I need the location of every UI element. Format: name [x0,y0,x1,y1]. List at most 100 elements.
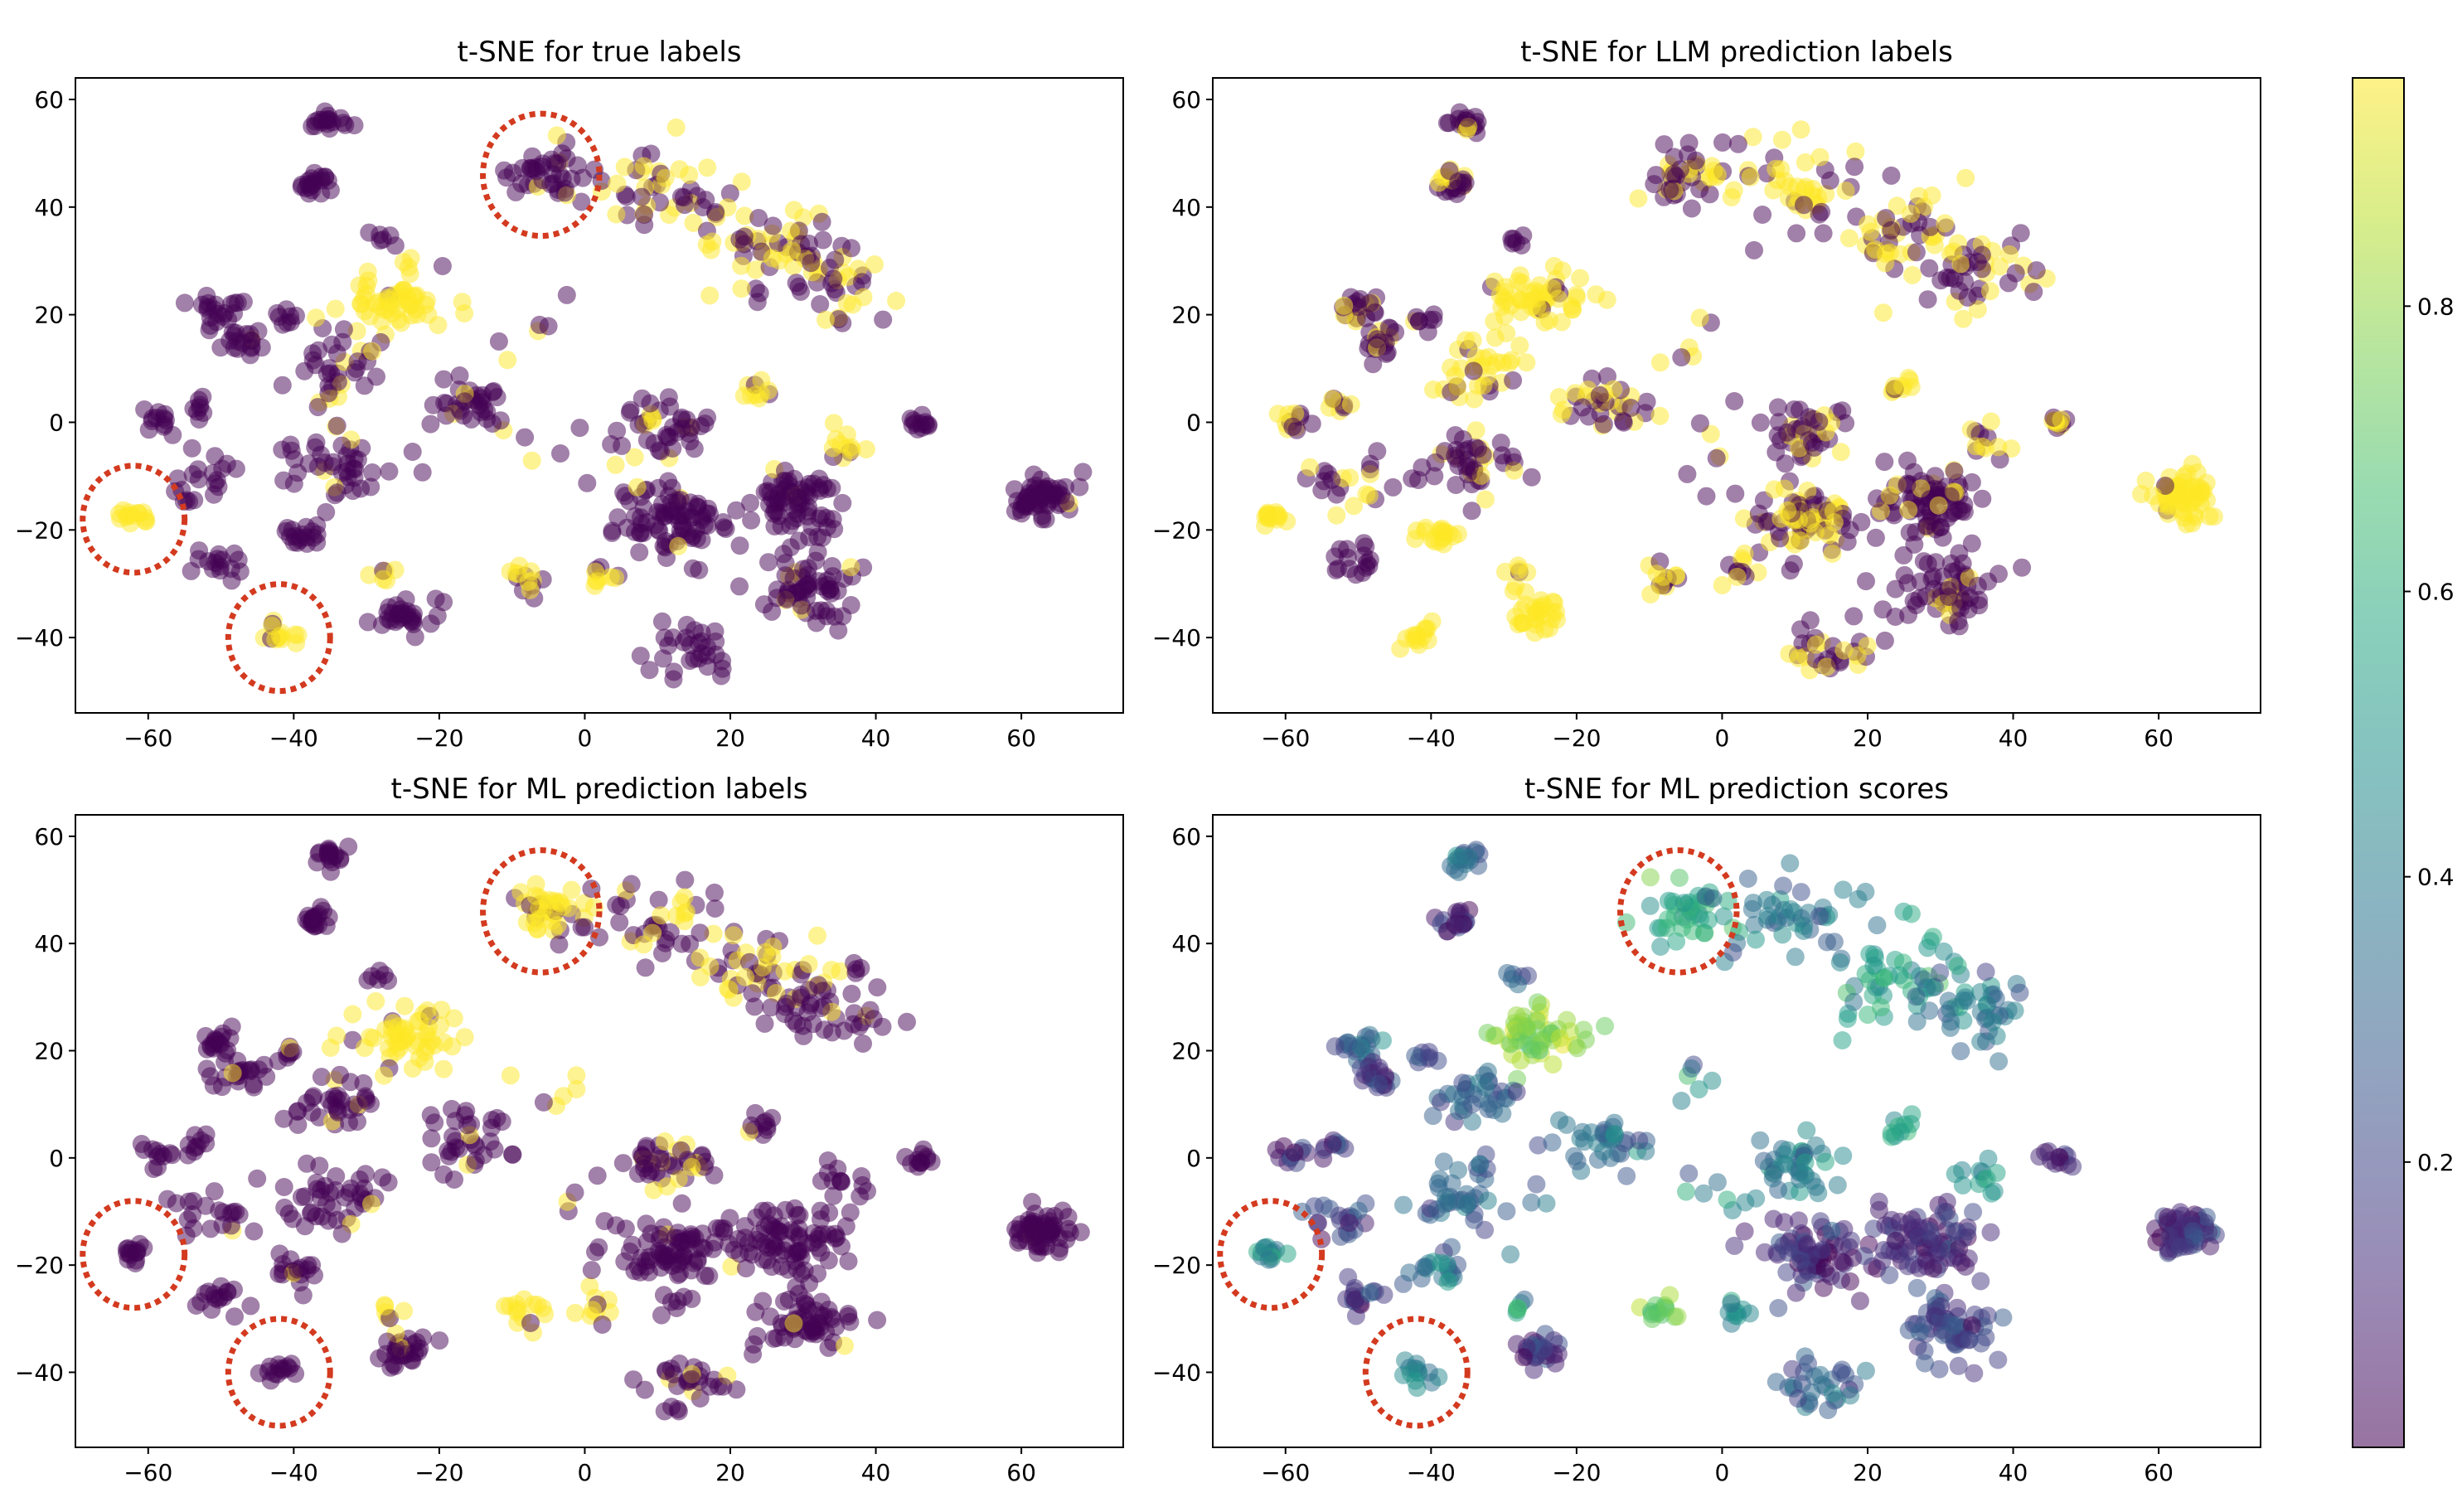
scatter-point [750,284,769,303]
scatter-point [403,443,422,461]
x-tick-label: −60 [1261,1459,1310,1486]
scatter-point [356,1088,375,1107]
scatter-point [1594,1141,1613,1161]
highlight-circle [225,1316,333,1429]
chart-title: t-SNE for LLM prediction labels [1520,36,1953,69]
scatter-point [1755,1243,1774,1262]
colorbar-tick-label: 0.2 [2417,1149,2455,1176]
scatter-point [550,935,569,954]
scatter-point [1741,167,1760,187]
scatter-point [713,659,732,678]
scatter-point [606,455,625,474]
y-tick-label: 40 [1171,194,1201,221]
scatter-point [732,256,751,275]
scatter-point [1457,109,1476,128]
scatter-point [1543,1133,1562,1152]
scatter-point [618,518,637,537]
scatter-point [433,257,452,275]
scatter-point [1267,1141,1286,1160]
scatter-point [1781,900,1800,918]
colorbar-frame [2352,77,2405,1448]
scatter-point [360,565,379,584]
scatter-point [1547,603,1566,622]
scatter-point [378,288,397,308]
scatter-point [422,1153,441,1172]
x-tick-label: −20 [414,1459,463,1486]
scatter-point [1964,1203,1983,1222]
scatter-point [225,1307,244,1326]
scatter-point [326,299,345,318]
scatter-point [1907,522,1926,541]
scatter-point [837,293,856,313]
scatter-point [1345,1290,1364,1309]
scatter-point [868,1311,887,1330]
scatter-point [854,288,873,307]
scatter-point [829,310,848,329]
scatter-point [1436,1195,1454,1214]
scatter-point [1941,1000,1960,1019]
scatter-point [630,543,649,562]
scatter-point [837,425,856,444]
scatter-point [1268,405,1287,424]
scatter-point [1774,876,1793,895]
scatter-point [1650,353,1670,372]
scatter-point [326,1180,345,1199]
scatter-point [1073,463,1093,482]
scatter-point [553,897,572,916]
scatter-point [1432,519,1452,538]
scatter-point [298,1154,317,1173]
scatter-point [1690,414,1709,433]
scatter-point [1844,992,1863,1011]
scatter-point [815,1020,834,1040]
scatter-point [824,269,843,288]
scatter-point [671,521,690,540]
scatter-point [858,1182,876,1200]
scatter-point [565,1183,584,1202]
scatter-point [355,376,374,395]
axes-frame [1212,77,2261,714]
scatter-point [1874,968,1893,987]
scatter-points [117,837,1090,1421]
scatter-point [819,1301,838,1320]
scatter-point [1783,1359,1802,1379]
scatter-point [1794,921,1813,940]
scatter-point [695,516,714,535]
scatter-point [1448,377,1467,396]
y-tick-label: −20 [1152,516,1201,544]
scatter-point [1810,148,1830,167]
scatter-point [547,126,566,145]
scatter-point [1769,1299,1788,1317]
scatter-point [1357,308,1375,327]
scatter-point [755,1014,774,1033]
scatter-point [705,899,725,918]
scatter-point [690,560,709,579]
scatter-point [1983,1012,2002,1031]
scatter-point [823,439,842,458]
scatter-point [1990,257,2009,276]
scatter-point [852,1167,871,1185]
scatter-point [1803,434,1821,452]
scatter-point [1582,1123,1601,1142]
scatter-point [1527,1175,1546,1194]
scatter-point [1765,480,1784,499]
scatter-point [1462,1095,1481,1114]
scatter-point [818,1151,837,1170]
scatter-point [1802,1383,1821,1402]
scatter-point [909,419,927,439]
scatter-point [1830,953,1849,972]
scatter-point [1514,226,1533,245]
scatter-point [623,1235,642,1254]
scatter-point [698,408,717,427]
scatter-point [1659,891,1678,910]
scatter-point [384,604,402,623]
scatter-point [1670,868,1689,887]
scatter-point [1976,962,1995,981]
scatter-point [1741,1304,1759,1323]
scatter-point [414,1328,432,1347]
scatter-point [649,478,668,497]
y-tick-label: 40 [34,930,64,957]
colorbar-tick-label: 0.8 [2417,293,2455,320]
scatter-point [274,1109,293,1128]
scatter-point [652,1306,671,1325]
